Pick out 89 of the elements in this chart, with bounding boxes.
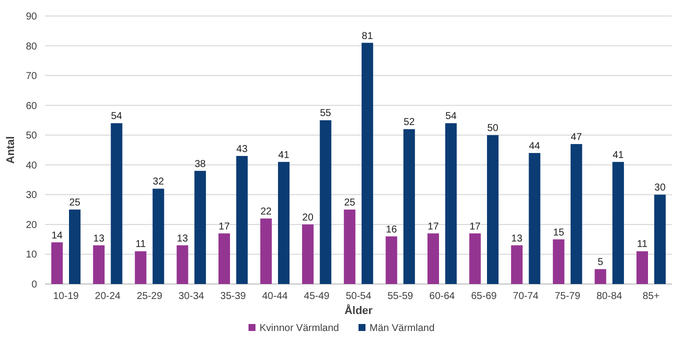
data-label: 16: [386, 224, 398, 236]
legend-label: Män Värmland: [370, 323, 435, 334]
x-tick-label: 30-34: [178, 291, 205, 302]
x-tick-label: 85+: [642, 291, 660, 302]
data-label: 32: [152, 176, 164, 188]
bar: [51, 242, 63, 284]
x-tick-label: 20-24: [94, 291, 121, 302]
bar: [511, 245, 523, 284]
bar: [445, 123, 457, 284]
x-tick-label: 45-49: [304, 291, 330, 302]
data-label: 81: [362, 30, 374, 42]
data-label: 11: [135, 239, 146, 250]
bar: [612, 162, 624, 284]
data-label: 43: [236, 144, 248, 155]
data-label: 25: [69, 198, 81, 209]
y-tick-label: 70: [26, 71, 38, 82]
bar: [278, 162, 290, 284]
data-label: 15: [553, 227, 565, 238]
y-tick-label: 60: [26, 100, 38, 112]
bar: [260, 218, 272, 284]
bar: [320, 120, 332, 284]
bar: [194, 170, 206, 284]
data-label: 55: [320, 108, 332, 120]
bar: [152, 188, 164, 284]
y-tick-label: 40: [26, 160, 38, 172]
data-label: 13: [93, 233, 105, 244]
data-label: 17: [428, 221, 440, 232]
data-label: 20: [302, 212, 314, 224]
data-label: 11: [637, 239, 648, 250]
data-label: 54: [445, 111, 457, 122]
data-label: 14: [51, 230, 64, 242]
bar: [594, 269, 606, 284]
data-label: 41: [612, 150, 624, 161]
data-label: 41: [278, 150, 290, 161]
y-tick-label: 0: [31, 280, 38, 290]
x-tick-label: 35-39: [220, 291, 246, 302]
data-label: 17: [469, 221, 482, 232]
y-tick-label: 30: [26, 190, 38, 202]
data-label: 17: [218, 221, 230, 232]
x-tick-label: 80-84: [596, 291, 623, 302]
legend-label: Kvinnor Värmland: [260, 323, 339, 334]
bar: [362, 42, 374, 284]
y-axis-title: Antal: [5, 136, 17, 164]
y-tick-label: 80: [26, 41, 38, 52]
x-tick-label: 60-64: [429, 291, 456, 302]
bar: [176, 245, 188, 284]
bar: [93, 245, 105, 284]
bar: [344, 210, 356, 284]
x-tick-label: 65-69: [471, 291, 498, 302]
data-label: 22: [260, 206, 272, 218]
bar: [302, 224, 314, 284]
bar: [552, 239, 564, 284]
y-tick-label: 50: [26, 130, 38, 142]
data-label: 13: [511, 233, 523, 244]
data-label: 38: [194, 158, 206, 170]
x-tick-label: 25-29: [136, 291, 163, 302]
bar: [636, 251, 648, 284]
bar: [218, 233, 230, 284]
bar: [528, 152, 540, 284]
data-label: 5: [598, 257, 604, 268]
x-tick-label: 70-74: [512, 291, 539, 302]
x-axis-title: Ålder: [344, 304, 374, 317]
data-label: 54: [111, 111, 123, 122]
bar: [427, 233, 439, 284]
y-tick-label: 20: [26, 220, 38, 231]
bar: [487, 135, 499, 284]
y-tick-label: 90: [26, 12, 38, 22]
bar: [654, 194, 666, 284]
data-label: 13: [176, 233, 188, 244]
bar: [69, 210, 81, 284]
x-tick-label: 50-54: [346, 291, 372, 302]
bar: [236, 156, 248, 284]
data-label: 50: [487, 123, 499, 134]
bar: [570, 144, 582, 284]
x-tick-label: 40-44: [262, 291, 288, 302]
data-label: 44: [529, 140, 541, 152]
bar: [386, 236, 398, 284]
y-tick-label: 10: [26, 250, 38, 261]
bar: [110, 123, 122, 284]
x-tick-label: 75-79: [554, 291, 581, 302]
data-label: 47: [570, 132, 582, 144]
bar: [134, 251, 146, 284]
data-label: 30: [654, 182, 666, 194]
x-tick-label: 55-59: [388, 291, 414, 302]
data-label: 52: [404, 117, 416, 128]
bar: [469, 233, 481, 284]
x-tick-label: 10-19: [53, 291, 80, 302]
bar: [403, 129, 415, 284]
data-label: 25: [344, 198, 356, 209]
